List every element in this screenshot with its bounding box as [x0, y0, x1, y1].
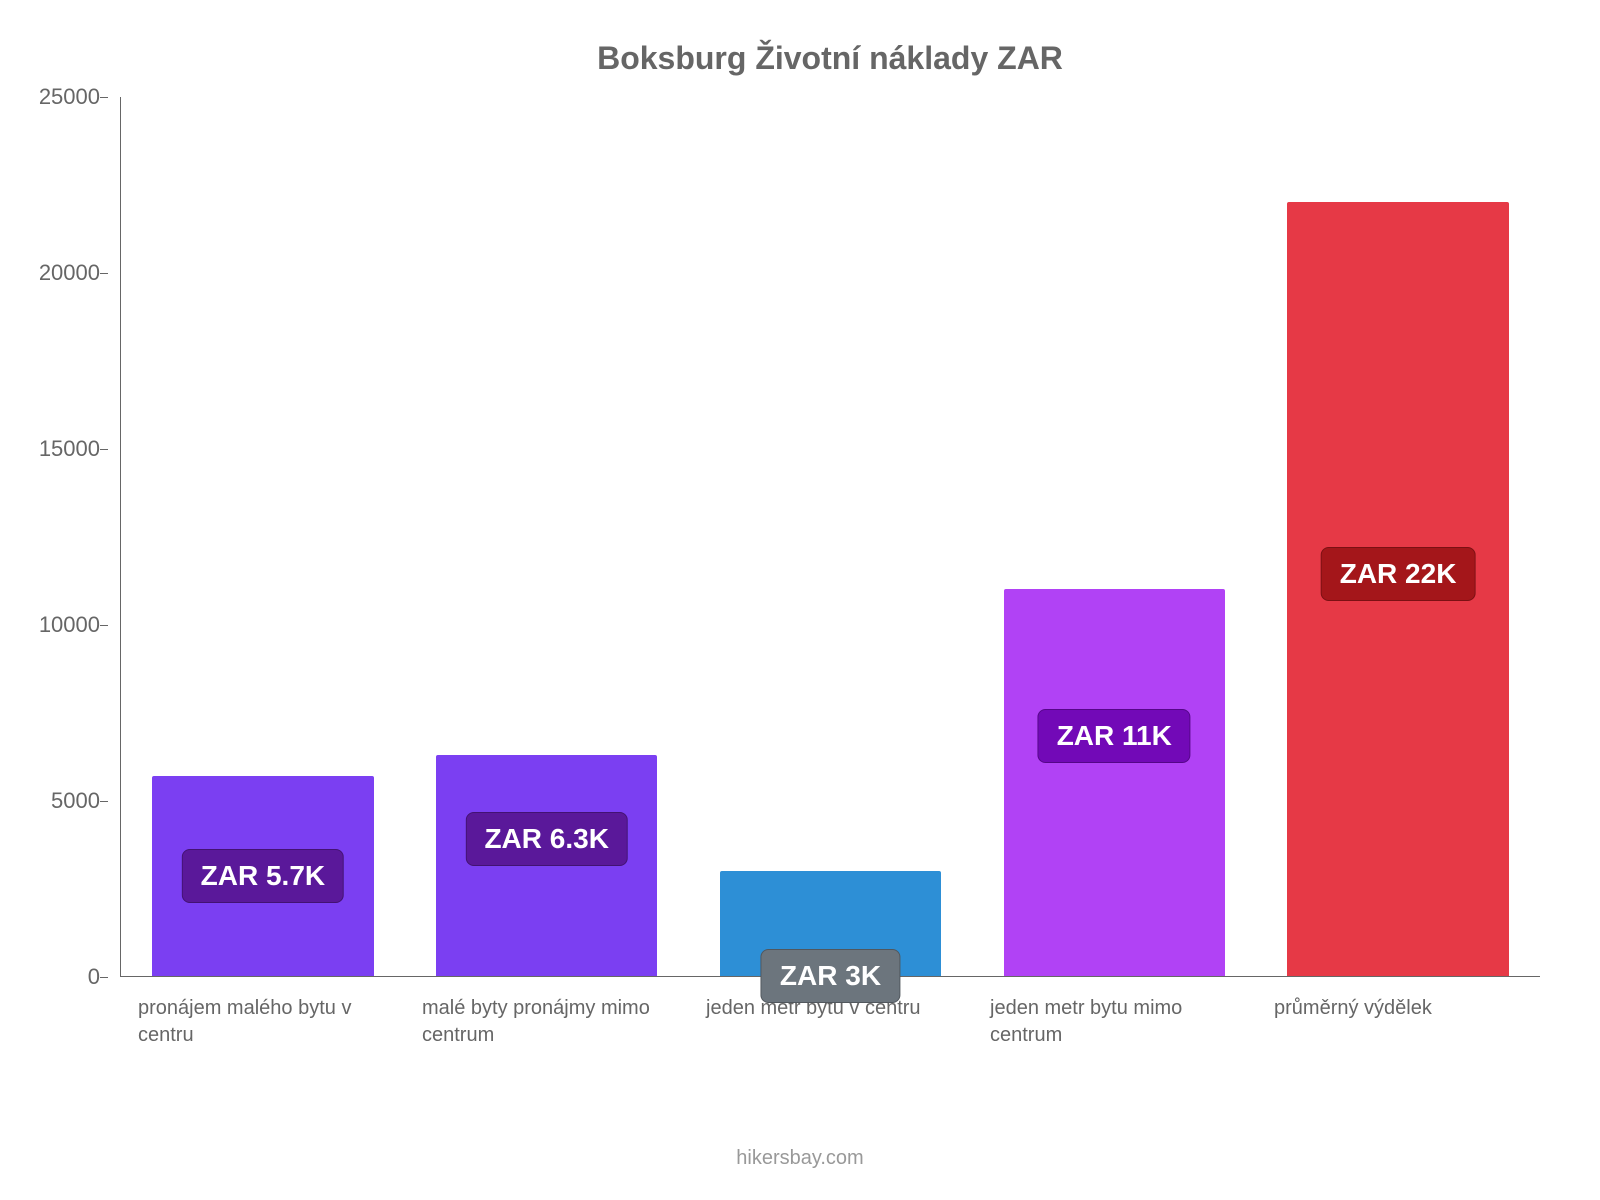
- y-tick-label: 25000: [0, 84, 100, 110]
- y-tick-label: 5000: [0, 788, 100, 814]
- bar-slot: ZAR 5.7K: [121, 97, 405, 976]
- bar: ZAR 22K: [1287, 202, 1508, 976]
- bar-value-label: ZAR 22K: [1321, 547, 1476, 601]
- bar: ZAR 3K: [720, 871, 941, 976]
- x-tick-label: pronájem malého bytu v centru: [120, 995, 404, 1049]
- bar-value-label: ZAR 6.3K: [465, 812, 627, 866]
- bar: ZAR 5.7K: [152, 776, 373, 976]
- bar-slot: ZAR 11K: [972, 97, 1256, 976]
- bar-slot: ZAR 6.3K: [405, 97, 689, 976]
- bar: ZAR 11K: [1004, 589, 1225, 976]
- y-tick-label: 15000: [0, 436, 100, 462]
- y-axis: 0500010000150002000025000: [0, 97, 110, 977]
- y-tick-label: 20000: [0, 260, 100, 286]
- bar: ZAR 6.3K: [436, 755, 657, 977]
- bar-value-label: ZAR 5.7K: [182, 849, 344, 903]
- plot-area: ZAR 5.7K ZAR 6.3K ZAR 3K ZAR 11K ZAR 22K: [120, 97, 1540, 977]
- x-tick-label: průměrný výdělek: [1256, 995, 1540, 1049]
- bar-value-label: ZAR 11K: [1038, 709, 1191, 763]
- bar-slot: ZAR 3K: [689, 97, 973, 976]
- x-tick-label: malé byty pronájmy mimo centrum: [404, 995, 688, 1049]
- chart-container: Boksburg Životní náklady ZAR 05000100001…: [0, 0, 1600, 1200]
- x-tick-label: jeden metr bytu mimo centrum: [972, 995, 1256, 1049]
- bar-slot: ZAR 22K: [1256, 97, 1540, 976]
- bar-value-label: ZAR 3K: [761, 949, 900, 1003]
- plot-region: 0500010000150002000025000 ZAR 5.7KZAR 6.…: [120, 97, 1540, 977]
- y-tick-label: 0: [0, 964, 100, 990]
- x-axis-labels: pronájem malého bytu v centrumalé byty p…: [120, 995, 1540, 1049]
- footer-attribution: hikersbay.com: [0, 1147, 1600, 1170]
- bars-group: ZAR 5.7K ZAR 6.3K ZAR 3K ZAR 11K ZAR 22K: [121, 97, 1540, 976]
- x-tick-label: jeden metr bytu v centru: [688, 995, 972, 1049]
- y-tick-label: 10000: [0, 612, 100, 638]
- chart-title: Boksburg Životní náklady ZAR: [120, 40, 1540, 77]
